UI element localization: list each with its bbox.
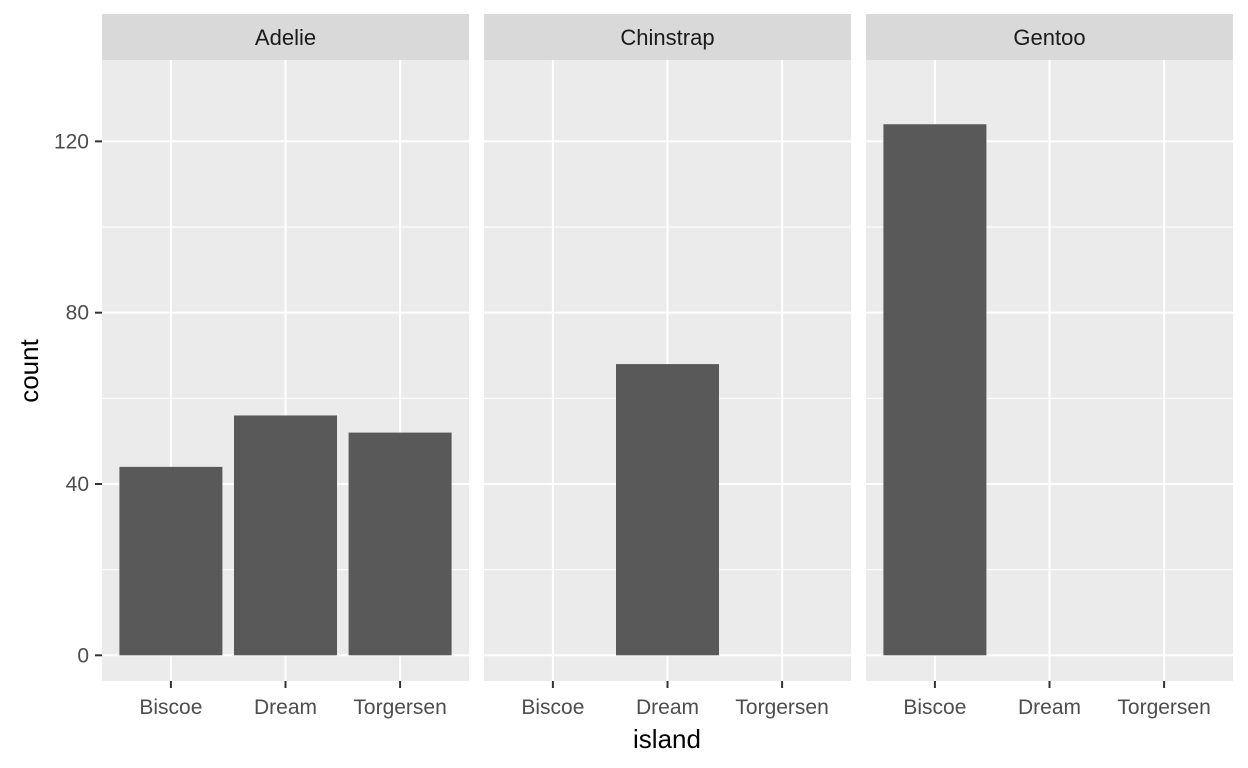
x-tick-label: Torgersen xyxy=(353,696,446,719)
bar xyxy=(234,415,337,656)
facet-panel: Gentoo Biscoe Dream Torgersen xyxy=(866,14,1233,719)
y-axis: 0 40 80 120 xyxy=(54,130,102,667)
x-tick-label: Torgersen xyxy=(1117,696,1210,719)
x-tick-label: Dream xyxy=(1018,696,1081,719)
facet-panel: Adelie Biscoe Dream Torgersen xyxy=(102,14,469,719)
y-tick-label: 0 xyxy=(77,644,89,667)
bar xyxy=(883,124,987,656)
y-tick-label: 120 xyxy=(54,130,89,153)
facet-strip xyxy=(102,14,469,60)
facet-label: Gentoo xyxy=(1013,25,1085,50)
y-tick-label: 80 xyxy=(66,302,89,325)
x-axis-title: island xyxy=(633,724,701,754)
x-tick-label: Torgersen xyxy=(735,696,828,719)
bar xyxy=(119,466,223,656)
facet-strip xyxy=(484,14,851,60)
y-tick-label: 40 xyxy=(66,473,89,496)
facet-panel: Chinstrap Biscoe Dream Torgersen xyxy=(484,14,851,719)
x-tick-label: Dream xyxy=(636,696,699,719)
bar xyxy=(616,364,719,656)
facet-label: Chinstrap xyxy=(620,25,714,50)
facet-strip xyxy=(866,14,1233,60)
x-tick-label: Biscoe xyxy=(521,696,584,719)
x-tick-label: Biscoe xyxy=(139,696,202,719)
facet-panels: Adelie Biscoe Dream Torgersen Chinstrap Bisco… xyxy=(102,14,1233,719)
x-tick-label: Dream xyxy=(254,696,317,719)
y-axis-title: count xyxy=(14,338,44,402)
bar xyxy=(348,432,452,656)
facet-label: Adelie xyxy=(255,25,316,50)
x-tick-label: Biscoe xyxy=(903,696,966,719)
